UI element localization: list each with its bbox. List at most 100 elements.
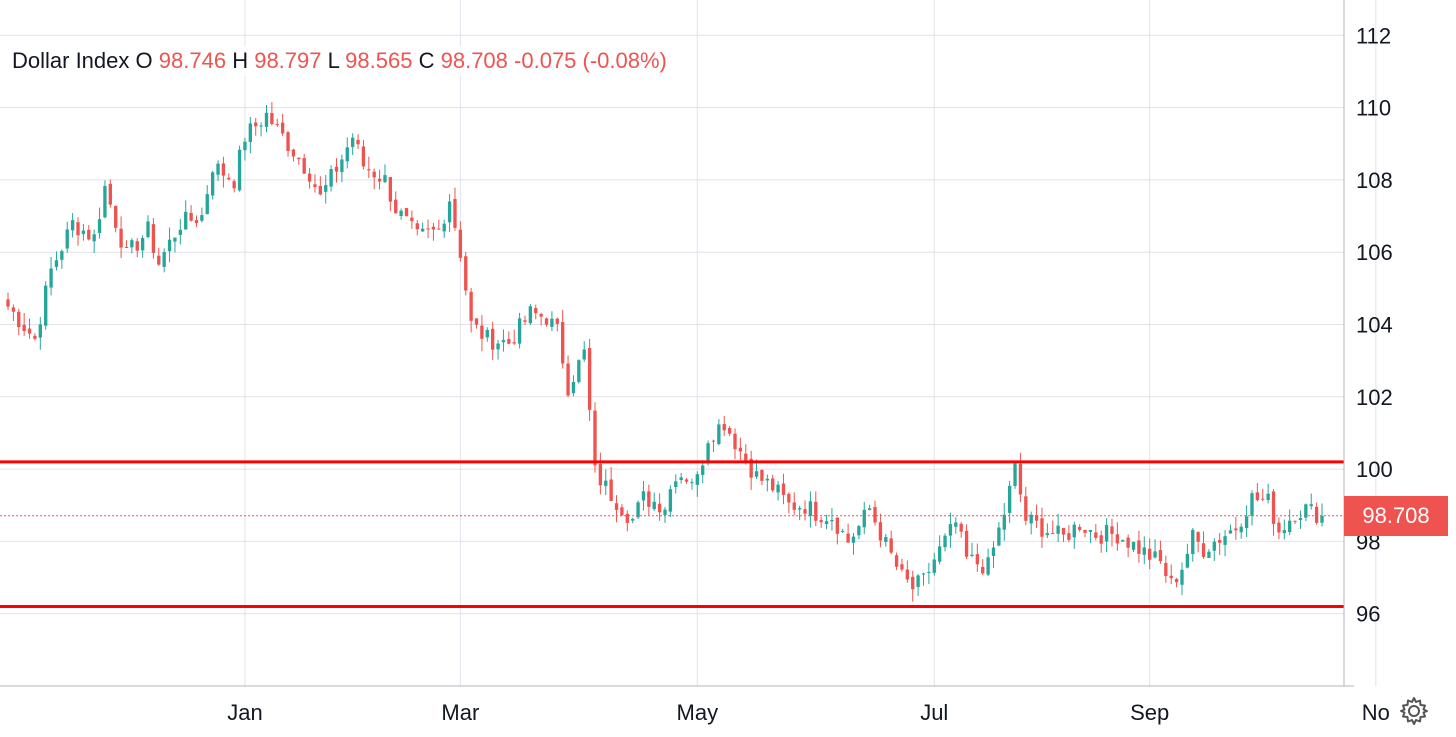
candle-body	[70, 220, 75, 231]
x-tick-label: No	[1362, 700, 1390, 725]
candle-body	[566, 363, 570, 396]
candle-body	[44, 285, 48, 326]
candle-body	[297, 157, 301, 160]
candle-body	[1126, 537, 1130, 548]
candle-body	[1191, 529, 1195, 555]
last-price-tag: 98.708	[1344, 495, 1448, 536]
candle-body	[561, 322, 565, 364]
candle-body	[1228, 530, 1233, 534]
candle-body	[464, 256, 468, 291]
candle-body	[27, 328, 32, 334]
change-value: -0.075 (-0.08%)	[514, 48, 667, 73]
candle-body	[210, 172, 215, 196]
candle-body	[523, 320, 527, 322]
candle-body	[1148, 548, 1152, 560]
candle-body	[1029, 514, 1033, 524]
candle-body	[517, 318, 522, 344]
candle-body	[797, 508, 802, 510]
candle-body	[469, 291, 473, 321]
close-label: C	[418, 48, 435, 73]
candle-body	[1234, 528, 1238, 531]
candle-body	[738, 447, 743, 452]
candle-body	[119, 228, 123, 248]
candle-body	[410, 217, 414, 222]
candle-body	[679, 477, 683, 480]
candle-body	[1212, 541, 1216, 551]
x-tick-label: Mar	[441, 700, 479, 725]
candle-body	[1185, 553, 1190, 568]
candle-body	[38, 324, 42, 338]
candle-body	[108, 183, 112, 205]
candle-body	[415, 223, 419, 230]
candle-body	[6, 299, 10, 307]
candle-body	[808, 501, 813, 516]
candle-body	[140, 237, 145, 251]
candle-body	[388, 177, 393, 202]
candle-body	[340, 159, 344, 173]
candle-body	[1056, 525, 1060, 534]
candle-body	[867, 508, 872, 510]
candle-body	[663, 509, 667, 516]
candle-body	[1083, 529, 1087, 533]
candle-body	[394, 199, 398, 214]
candle-body	[458, 229, 463, 258]
candle-body	[1099, 535, 1103, 544]
candle-body	[862, 509, 866, 528]
candle-body	[1223, 536, 1227, 545]
open-label: O	[135, 48, 153, 73]
y-tick-label: 100	[1356, 457, 1393, 482]
candle-body	[1196, 532, 1200, 542]
candle-body	[991, 547, 996, 557]
candle-body	[1255, 492, 1260, 501]
candle-body	[695, 474, 699, 485]
candle-body	[1309, 504, 1313, 507]
settings-button[interactable]	[1398, 695, 1430, 727]
candle-body	[286, 132, 290, 151]
candle-body	[1094, 532, 1098, 538]
candle-body	[248, 123, 253, 142]
candle-body	[830, 519, 834, 522]
candle-body	[943, 535, 947, 548]
candle-body	[124, 246, 129, 248]
candle-body	[706, 443, 710, 464]
candle-body	[420, 228, 425, 232]
candle-body	[345, 147, 349, 162]
candle-body	[722, 424, 726, 431]
candle-body	[555, 318, 559, 324]
candle-body	[496, 343, 500, 350]
candle-body	[377, 178, 382, 182]
candle-body	[711, 440, 716, 442]
horizontal-levels	[0, 460, 1344, 608]
candle-body	[361, 146, 366, 167]
candle-body	[17, 311, 21, 328]
candle-body	[270, 113, 274, 125]
candle-body	[884, 537, 888, 542]
candle-body	[1277, 522, 1281, 533]
candle-body	[97, 219, 102, 233]
candle-body	[787, 493, 791, 503]
candle-body	[307, 173, 312, 182]
candle-body	[717, 424, 721, 445]
candles	[6, 102, 1324, 602]
candle-body	[437, 228, 441, 230]
x-tick-label: Sep	[1130, 700, 1169, 725]
candle-body	[184, 211, 188, 230]
candle-body	[232, 181, 236, 189]
y-tick-label: 104	[1356, 313, 1393, 338]
candle-body	[1121, 539, 1125, 542]
candle-body	[927, 571, 931, 573]
x-axis[interactable]: Jan Mar May Jul Sep No	[227, 700, 1390, 725]
candle-body	[981, 566, 985, 574]
candle-body	[442, 223, 446, 232]
candle-body	[243, 141, 247, 151]
candle-body	[873, 506, 877, 523]
candle-body	[1271, 491, 1276, 524]
candle-body	[625, 513, 629, 523]
candle-body	[1067, 533, 1071, 540]
candle-body	[146, 221, 150, 238]
high-value: 98.797	[254, 48, 322, 73]
candle-body	[636, 502, 640, 518]
